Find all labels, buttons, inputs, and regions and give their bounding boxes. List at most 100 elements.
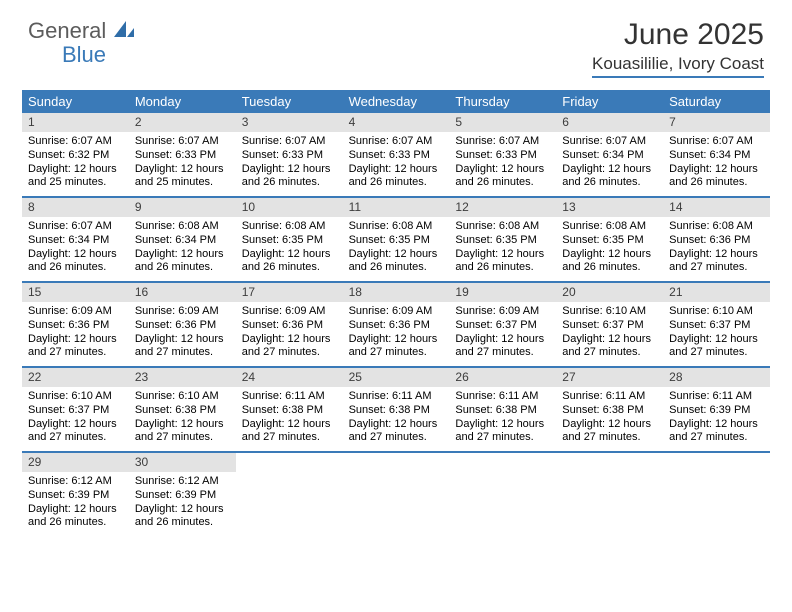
day-body: Sunrise: 6:07 AMSunset: 6:34 PMDaylight:… bbox=[663, 132, 770, 196]
day-number: 12 bbox=[449, 198, 556, 217]
sunset-text: Sunset: 6:37 PM bbox=[28, 404, 123, 418]
dow-header-row: Sunday Monday Tuesday Wednesday Thursday… bbox=[22, 90, 770, 113]
sunset-text: Sunset: 6:36 PM bbox=[135, 319, 230, 333]
sunrise-text: Sunrise: 6:11 AM bbox=[242, 390, 337, 404]
daylight-line2: and 26 minutes. bbox=[455, 176, 550, 190]
day-body: Sunrise: 6:08 AMSunset: 6:34 PMDaylight:… bbox=[129, 217, 236, 281]
day-number: 19 bbox=[449, 283, 556, 302]
sunset-text: Sunset: 6:38 PM bbox=[242, 404, 337, 418]
header: General Blue June 2025 Kouasililie, Ivor… bbox=[0, 0, 792, 82]
sunrise-text: Sunrise: 6:11 AM bbox=[669, 390, 764, 404]
sunset-text: Sunset: 6:36 PM bbox=[28, 319, 123, 333]
sunrise-text: Sunrise: 6:08 AM bbox=[669, 220, 764, 234]
day-body: Sunrise: 6:12 AMSunset: 6:39 PMDaylight:… bbox=[22, 472, 129, 536]
calendar: Sunday Monday Tuesday Wednesday Thursday… bbox=[22, 90, 770, 536]
sunset-text: Sunset: 6:34 PM bbox=[669, 149, 764, 163]
week-row: 29Sunrise: 6:12 AMSunset: 6:39 PMDayligh… bbox=[22, 453, 770, 536]
day-cell: 2Sunrise: 6:07 AMSunset: 6:33 PMDaylight… bbox=[129, 113, 236, 196]
logo: General Blue bbox=[28, 18, 136, 44]
dow-sunday: Sunday bbox=[22, 90, 129, 113]
sunrise-text: Sunrise: 6:11 AM bbox=[349, 390, 444, 404]
day-body: Sunrise: 6:09 AMSunset: 6:36 PMDaylight:… bbox=[129, 302, 236, 366]
sunset-text: Sunset: 6:36 PM bbox=[242, 319, 337, 333]
daylight-line1: Daylight: 12 hours bbox=[28, 503, 123, 517]
day-cell: 8Sunrise: 6:07 AMSunset: 6:34 PMDaylight… bbox=[22, 198, 129, 281]
day-body: Sunrise: 6:10 AMSunset: 6:37 PMDaylight:… bbox=[663, 302, 770, 366]
day-number: 23 bbox=[129, 368, 236, 387]
day-cell: 13Sunrise: 6:08 AMSunset: 6:35 PMDayligh… bbox=[556, 198, 663, 281]
day-number: 6 bbox=[556, 113, 663, 132]
daylight-line2: and 26 minutes. bbox=[28, 261, 123, 275]
daylight-line2: and 26 minutes. bbox=[562, 261, 657, 275]
daylight-line2: and 26 minutes. bbox=[242, 261, 337, 275]
day-body: Sunrise: 6:09 AMSunset: 6:36 PMDaylight:… bbox=[22, 302, 129, 366]
week-row: 22Sunrise: 6:10 AMSunset: 6:37 PMDayligh… bbox=[22, 368, 770, 453]
day-body: Sunrise: 6:11 AMSunset: 6:38 PMDaylight:… bbox=[556, 387, 663, 451]
daylight-line2: and 26 minutes. bbox=[28, 516, 123, 530]
day-cell: 6Sunrise: 6:07 AMSunset: 6:34 PMDaylight… bbox=[556, 113, 663, 196]
sunrise-text: Sunrise: 6:07 AM bbox=[28, 135, 123, 149]
sunset-text: Sunset: 6:36 PM bbox=[349, 319, 444, 333]
daylight-line2: and 27 minutes. bbox=[242, 431, 337, 445]
day-cell: 1Sunrise: 6:07 AMSunset: 6:32 PMDaylight… bbox=[22, 113, 129, 196]
week-row: 1Sunrise: 6:07 AMSunset: 6:32 PMDaylight… bbox=[22, 113, 770, 198]
daylight-line1: Daylight: 12 hours bbox=[349, 333, 444, 347]
sunset-text: Sunset: 6:39 PM bbox=[135, 489, 230, 503]
day-cell: 9Sunrise: 6:08 AMSunset: 6:34 PMDaylight… bbox=[129, 198, 236, 281]
sunrise-text: Sunrise: 6:08 AM bbox=[562, 220, 657, 234]
day-cell: 30Sunrise: 6:12 AMSunset: 6:39 PMDayligh… bbox=[129, 453, 236, 536]
day-cell: 20Sunrise: 6:10 AMSunset: 6:37 PMDayligh… bbox=[556, 283, 663, 366]
sunset-text: Sunset: 6:38 PM bbox=[349, 404, 444, 418]
sunrise-text: Sunrise: 6:11 AM bbox=[562, 390, 657, 404]
month-title: June 2025 bbox=[592, 18, 764, 52]
daylight-line1: Daylight: 12 hours bbox=[135, 333, 230, 347]
week-row: 15Sunrise: 6:09 AMSunset: 6:36 PMDayligh… bbox=[22, 283, 770, 368]
day-body: Sunrise: 6:07 AMSunset: 6:34 PMDaylight:… bbox=[22, 217, 129, 281]
daylight-line1: Daylight: 12 hours bbox=[242, 333, 337, 347]
day-number: 14 bbox=[663, 198, 770, 217]
day-body: Sunrise: 6:11 AMSunset: 6:38 PMDaylight:… bbox=[236, 387, 343, 451]
day-number: 3 bbox=[236, 113, 343, 132]
day-number: 24 bbox=[236, 368, 343, 387]
daylight-line1: Daylight: 12 hours bbox=[135, 503, 230, 517]
sunset-text: Sunset: 6:35 PM bbox=[242, 234, 337, 248]
sunset-text: Sunset: 6:35 PM bbox=[455, 234, 550, 248]
sunrise-text: Sunrise: 6:10 AM bbox=[135, 390, 230, 404]
sunset-text: Sunset: 6:39 PM bbox=[669, 404, 764, 418]
sunrise-text: Sunrise: 6:07 AM bbox=[28, 220, 123, 234]
day-cell: 5Sunrise: 6:07 AMSunset: 6:33 PMDaylight… bbox=[449, 113, 556, 196]
logo-word-2: Blue bbox=[62, 42, 106, 68]
day-number: 16 bbox=[129, 283, 236, 302]
daylight-line2: and 26 minutes. bbox=[242, 176, 337, 190]
sunrise-text: Sunrise: 6:07 AM bbox=[669, 135, 764, 149]
day-cell: 19Sunrise: 6:09 AMSunset: 6:37 PMDayligh… bbox=[449, 283, 556, 366]
daylight-line1: Daylight: 12 hours bbox=[28, 248, 123, 262]
daylight-line2: and 27 minutes. bbox=[455, 346, 550, 360]
daylight-line1: Daylight: 12 hours bbox=[669, 163, 764, 177]
sunrise-text: Sunrise: 6:11 AM bbox=[455, 390, 550, 404]
day-cell: 23Sunrise: 6:10 AMSunset: 6:38 PMDayligh… bbox=[129, 368, 236, 451]
day-body: Sunrise: 6:09 AMSunset: 6:37 PMDaylight:… bbox=[449, 302, 556, 366]
day-cell: 3Sunrise: 6:07 AMSunset: 6:33 PMDaylight… bbox=[236, 113, 343, 196]
sunrise-text: Sunrise: 6:12 AM bbox=[135, 475, 230, 489]
daylight-line2: and 25 minutes. bbox=[135, 176, 230, 190]
day-body: Sunrise: 6:07 AMSunset: 6:33 PMDaylight:… bbox=[236, 132, 343, 196]
sunset-text: Sunset: 6:37 PM bbox=[669, 319, 764, 333]
day-body: Sunrise: 6:09 AMSunset: 6:36 PMDaylight:… bbox=[236, 302, 343, 366]
sunset-text: Sunset: 6:37 PM bbox=[455, 319, 550, 333]
daylight-line2: and 27 minutes. bbox=[562, 346, 657, 360]
day-cell: 16Sunrise: 6:09 AMSunset: 6:36 PMDayligh… bbox=[129, 283, 236, 366]
day-body: Sunrise: 6:07 AMSunset: 6:32 PMDaylight:… bbox=[22, 132, 129, 196]
day-number: 21 bbox=[663, 283, 770, 302]
sunrise-text: Sunrise: 6:08 AM bbox=[455, 220, 550, 234]
daylight-line2: and 27 minutes. bbox=[28, 431, 123, 445]
sunrise-text: Sunrise: 6:09 AM bbox=[28, 305, 123, 319]
daylight-line1: Daylight: 12 hours bbox=[455, 333, 550, 347]
day-cell: 11Sunrise: 6:08 AMSunset: 6:35 PMDayligh… bbox=[343, 198, 450, 281]
sunrise-text: Sunrise: 6:08 AM bbox=[242, 220, 337, 234]
day-number: 18 bbox=[343, 283, 450, 302]
day-cell: 28Sunrise: 6:11 AMSunset: 6:39 PMDayligh… bbox=[663, 368, 770, 451]
daylight-line1: Daylight: 12 hours bbox=[349, 163, 444, 177]
daylight-line2: and 27 minutes. bbox=[28, 346, 123, 360]
daylight-line1: Daylight: 12 hours bbox=[242, 163, 337, 177]
